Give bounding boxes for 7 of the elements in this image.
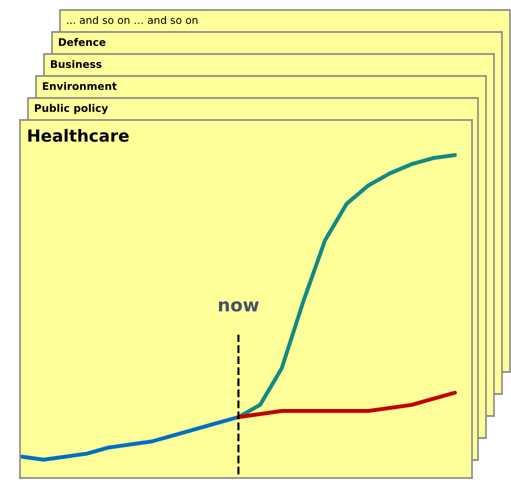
annotation: now: [218, 301, 259, 312]
text: Business: [50, 60, 102, 68]
text: Public policy: [34, 104, 108, 114]
text: Environment: [42, 82, 117, 90]
text: ... and so on … and so on: [67, 16, 198, 24]
chart-title: Healthcare: [28, 128, 129, 142]
text: Defence: [58, 38, 106, 46]
